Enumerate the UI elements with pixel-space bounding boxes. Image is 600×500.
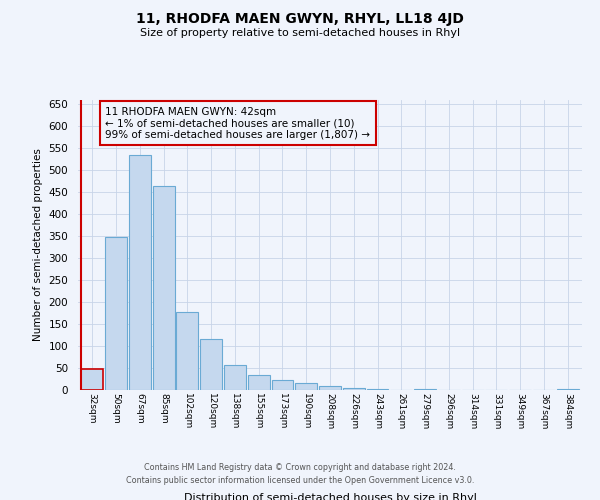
X-axis label: Distribution of semi-detached houses by size in Rhyl: Distribution of semi-detached houses by … <box>184 493 476 500</box>
Bar <box>105 237 127 390</box>
Bar <box>367 388 388 390</box>
Bar <box>82 370 103 390</box>
Bar <box>272 380 293 390</box>
Bar <box>343 388 365 390</box>
Bar <box>176 312 198 390</box>
Y-axis label: Number of semi-detached properties: Number of semi-detached properties <box>33 148 43 342</box>
Bar <box>129 155 151 390</box>
Text: 11, RHODFA MAEN GWYN, RHYL, LL18 4JD: 11, RHODFA MAEN GWYN, RHYL, LL18 4JD <box>136 12 464 26</box>
Bar <box>557 389 578 390</box>
Bar <box>152 186 175 390</box>
Bar <box>224 364 246 390</box>
Text: Contains HM Land Registry data © Crown copyright and database right 2024.
Contai: Contains HM Land Registry data © Crown c… <box>126 463 474 485</box>
Bar <box>414 388 436 390</box>
Bar <box>319 386 341 390</box>
Bar <box>200 340 222 390</box>
Text: Size of property relative to semi-detached houses in Rhyl: Size of property relative to semi-detach… <box>140 28 460 38</box>
Text: 11 RHODFA MAEN GWYN: 42sqm
← 1% of semi-detached houses are smaller (10)
99% of : 11 RHODFA MAEN GWYN: 42sqm ← 1% of semi-… <box>106 106 370 140</box>
Bar <box>295 384 317 390</box>
Bar <box>248 374 269 390</box>
